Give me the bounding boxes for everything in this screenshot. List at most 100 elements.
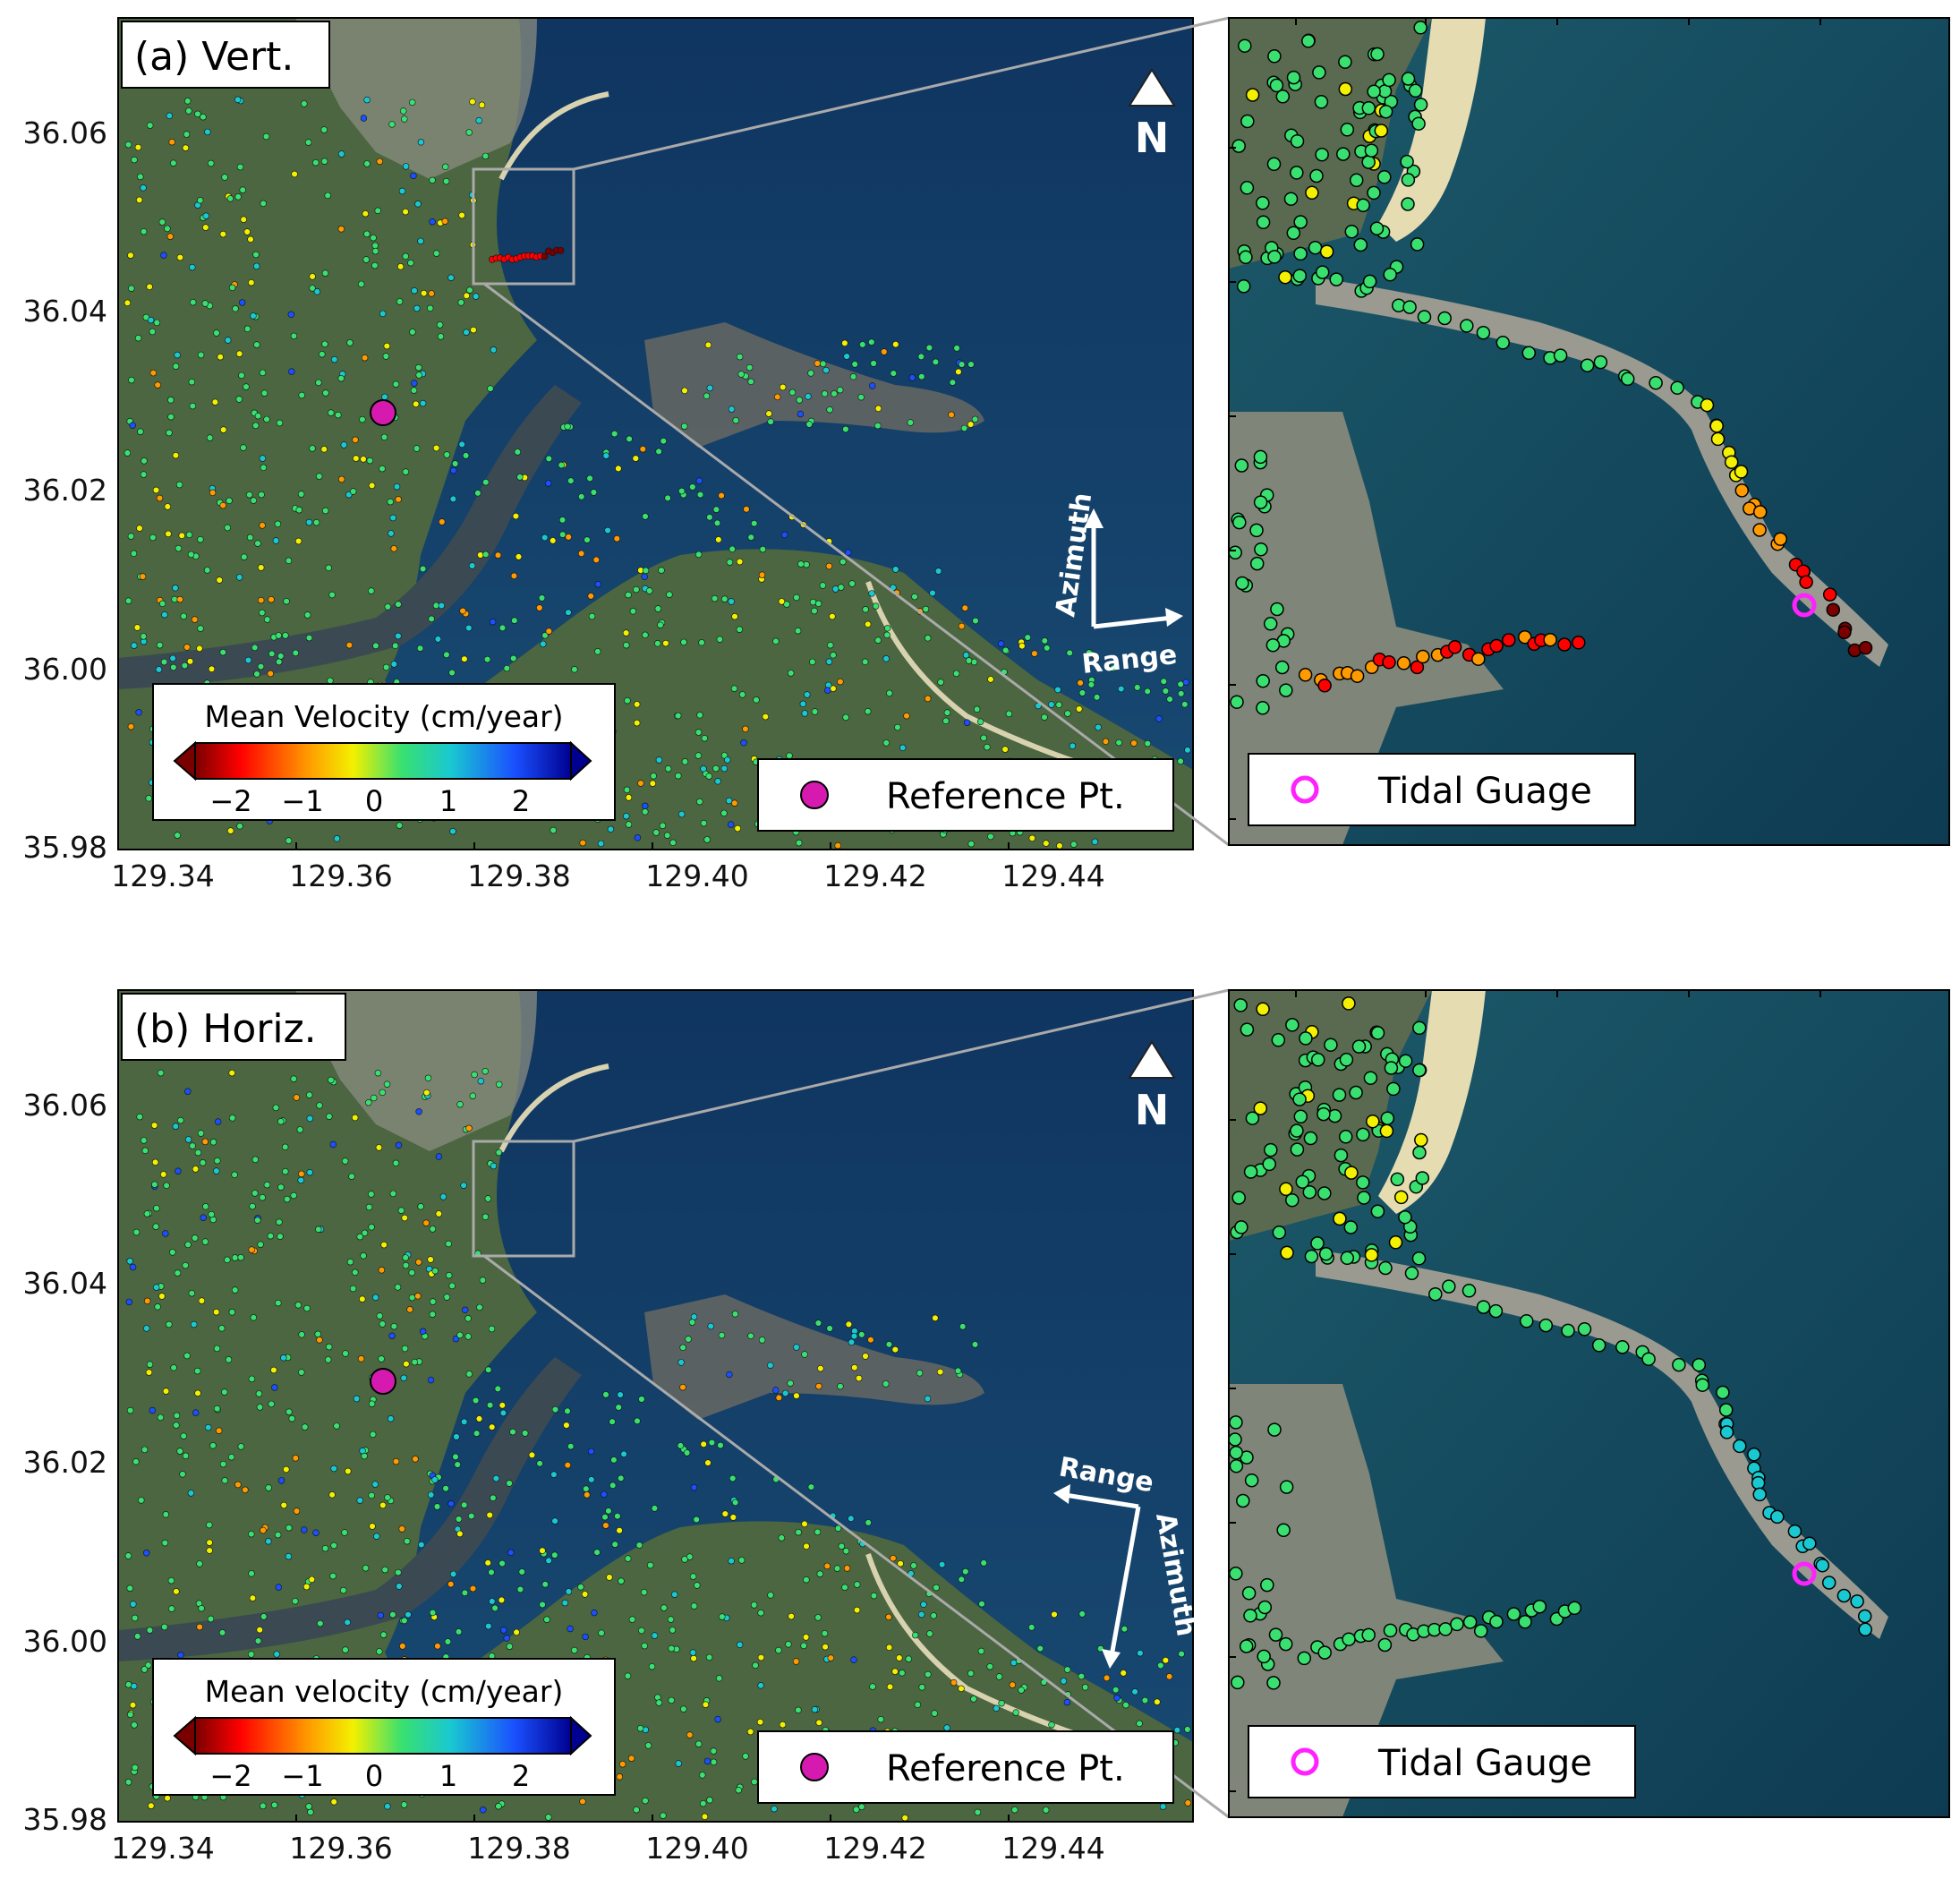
insar-point xyxy=(1262,1157,1276,1172)
insar-point xyxy=(1460,319,1474,333)
insar-point xyxy=(731,1311,739,1318)
reference-point-icon xyxy=(800,1753,829,1781)
insar-point xyxy=(750,1601,758,1609)
insar-point xyxy=(690,1483,698,1491)
insar-point xyxy=(257,1241,264,1248)
insar-point xyxy=(445,1240,452,1248)
insar-point xyxy=(952,670,960,678)
insar-point xyxy=(693,1516,700,1524)
insar-point xyxy=(211,398,219,406)
insar-point xyxy=(1404,1266,1419,1281)
insar-point xyxy=(272,537,280,544)
insar-point xyxy=(1672,1357,1686,1372)
insar-point xyxy=(934,568,942,575)
insar-point xyxy=(267,1232,274,1240)
insar-point xyxy=(209,489,217,496)
insar-point xyxy=(203,567,211,574)
insar-point xyxy=(429,1609,437,1617)
insar-point xyxy=(695,477,703,484)
insar-point xyxy=(892,566,899,573)
insar-point xyxy=(283,1465,290,1473)
insar-point xyxy=(157,1414,165,1422)
insar-point xyxy=(1344,1166,1359,1180)
insar-point xyxy=(1060,1678,1068,1685)
insar-point xyxy=(1747,1448,1761,1462)
insar-point xyxy=(1377,1637,1393,1653)
insar-point xyxy=(577,1584,584,1591)
insar-point xyxy=(197,351,205,359)
legend-reference-label: Reference Pt. xyxy=(886,1748,1125,1789)
insar-point xyxy=(961,604,969,611)
insar-point xyxy=(1379,1123,1394,1139)
insar-point xyxy=(461,1589,469,1597)
insar-point xyxy=(874,405,882,412)
insar-point xyxy=(870,1592,878,1600)
insar-point xyxy=(392,380,400,388)
insar-point xyxy=(180,1432,187,1439)
insar-point xyxy=(252,422,260,430)
insar-point xyxy=(679,1383,686,1391)
y-tick-label: 36.00 xyxy=(23,652,107,687)
insar-point xyxy=(368,482,376,490)
insar-point xyxy=(926,1630,933,1637)
insar-point xyxy=(136,1113,143,1121)
insar-point xyxy=(418,1541,425,1549)
insar-point xyxy=(374,1069,382,1077)
insar-point xyxy=(1240,181,1255,195)
insar-point xyxy=(235,574,243,581)
insar-point xyxy=(1245,88,1260,102)
insar-point xyxy=(436,321,444,329)
insar-point xyxy=(616,1773,623,1781)
insar-point xyxy=(189,402,197,410)
insar-point xyxy=(1822,587,1837,602)
insar-point xyxy=(851,1363,858,1371)
insar-point xyxy=(584,1491,591,1499)
insar-point xyxy=(198,1297,206,1304)
insar-point xyxy=(771,1805,778,1813)
panel-a: 129.34 129.36 129.38 129.40 129.42 129.4… xyxy=(23,16,1230,893)
insar-point xyxy=(271,1384,278,1391)
insar-point xyxy=(1415,1171,1430,1185)
insar-point xyxy=(874,636,882,644)
insar-point xyxy=(219,501,226,509)
insar-point xyxy=(924,695,932,703)
insar-point xyxy=(297,491,305,498)
insar-point xyxy=(432,444,440,452)
insar-point xyxy=(993,1704,1000,1712)
insar-point xyxy=(429,176,436,184)
insar-point xyxy=(260,464,268,471)
insar-point xyxy=(419,399,427,407)
insar-point xyxy=(292,649,299,657)
urban-area xyxy=(295,990,537,1151)
insar-point xyxy=(717,1441,724,1449)
insar-point xyxy=(447,1580,455,1588)
insar-point xyxy=(473,1430,481,1437)
insar-point xyxy=(1036,1644,1044,1653)
insar-point xyxy=(407,260,414,267)
insar-point xyxy=(886,1683,894,1691)
insar-point xyxy=(1317,1106,1331,1122)
insar-point xyxy=(948,411,955,418)
insar-point xyxy=(216,577,223,584)
insar-point xyxy=(217,354,224,361)
insar-point xyxy=(506,1643,514,1650)
insar-point xyxy=(201,1138,209,1146)
inset-frame-a xyxy=(1228,17,1950,846)
insar-point xyxy=(466,286,473,294)
insar-point xyxy=(706,384,713,392)
insar-point xyxy=(1102,738,1110,745)
insar-point xyxy=(136,196,143,204)
insar-point xyxy=(214,1157,221,1165)
insar-point xyxy=(1692,1357,1707,1372)
insar-point xyxy=(1339,1053,1354,1067)
insar-point xyxy=(885,1341,893,1348)
insar-point xyxy=(197,1130,205,1137)
insar-point xyxy=(640,1588,648,1596)
insar-point xyxy=(247,235,254,243)
insar-point xyxy=(254,1637,262,1644)
insar-point xyxy=(704,1459,712,1466)
insar-point xyxy=(695,729,703,736)
insar-point xyxy=(838,1542,845,1550)
insar-point xyxy=(124,1681,132,1688)
reference-point-marker xyxy=(370,399,396,426)
